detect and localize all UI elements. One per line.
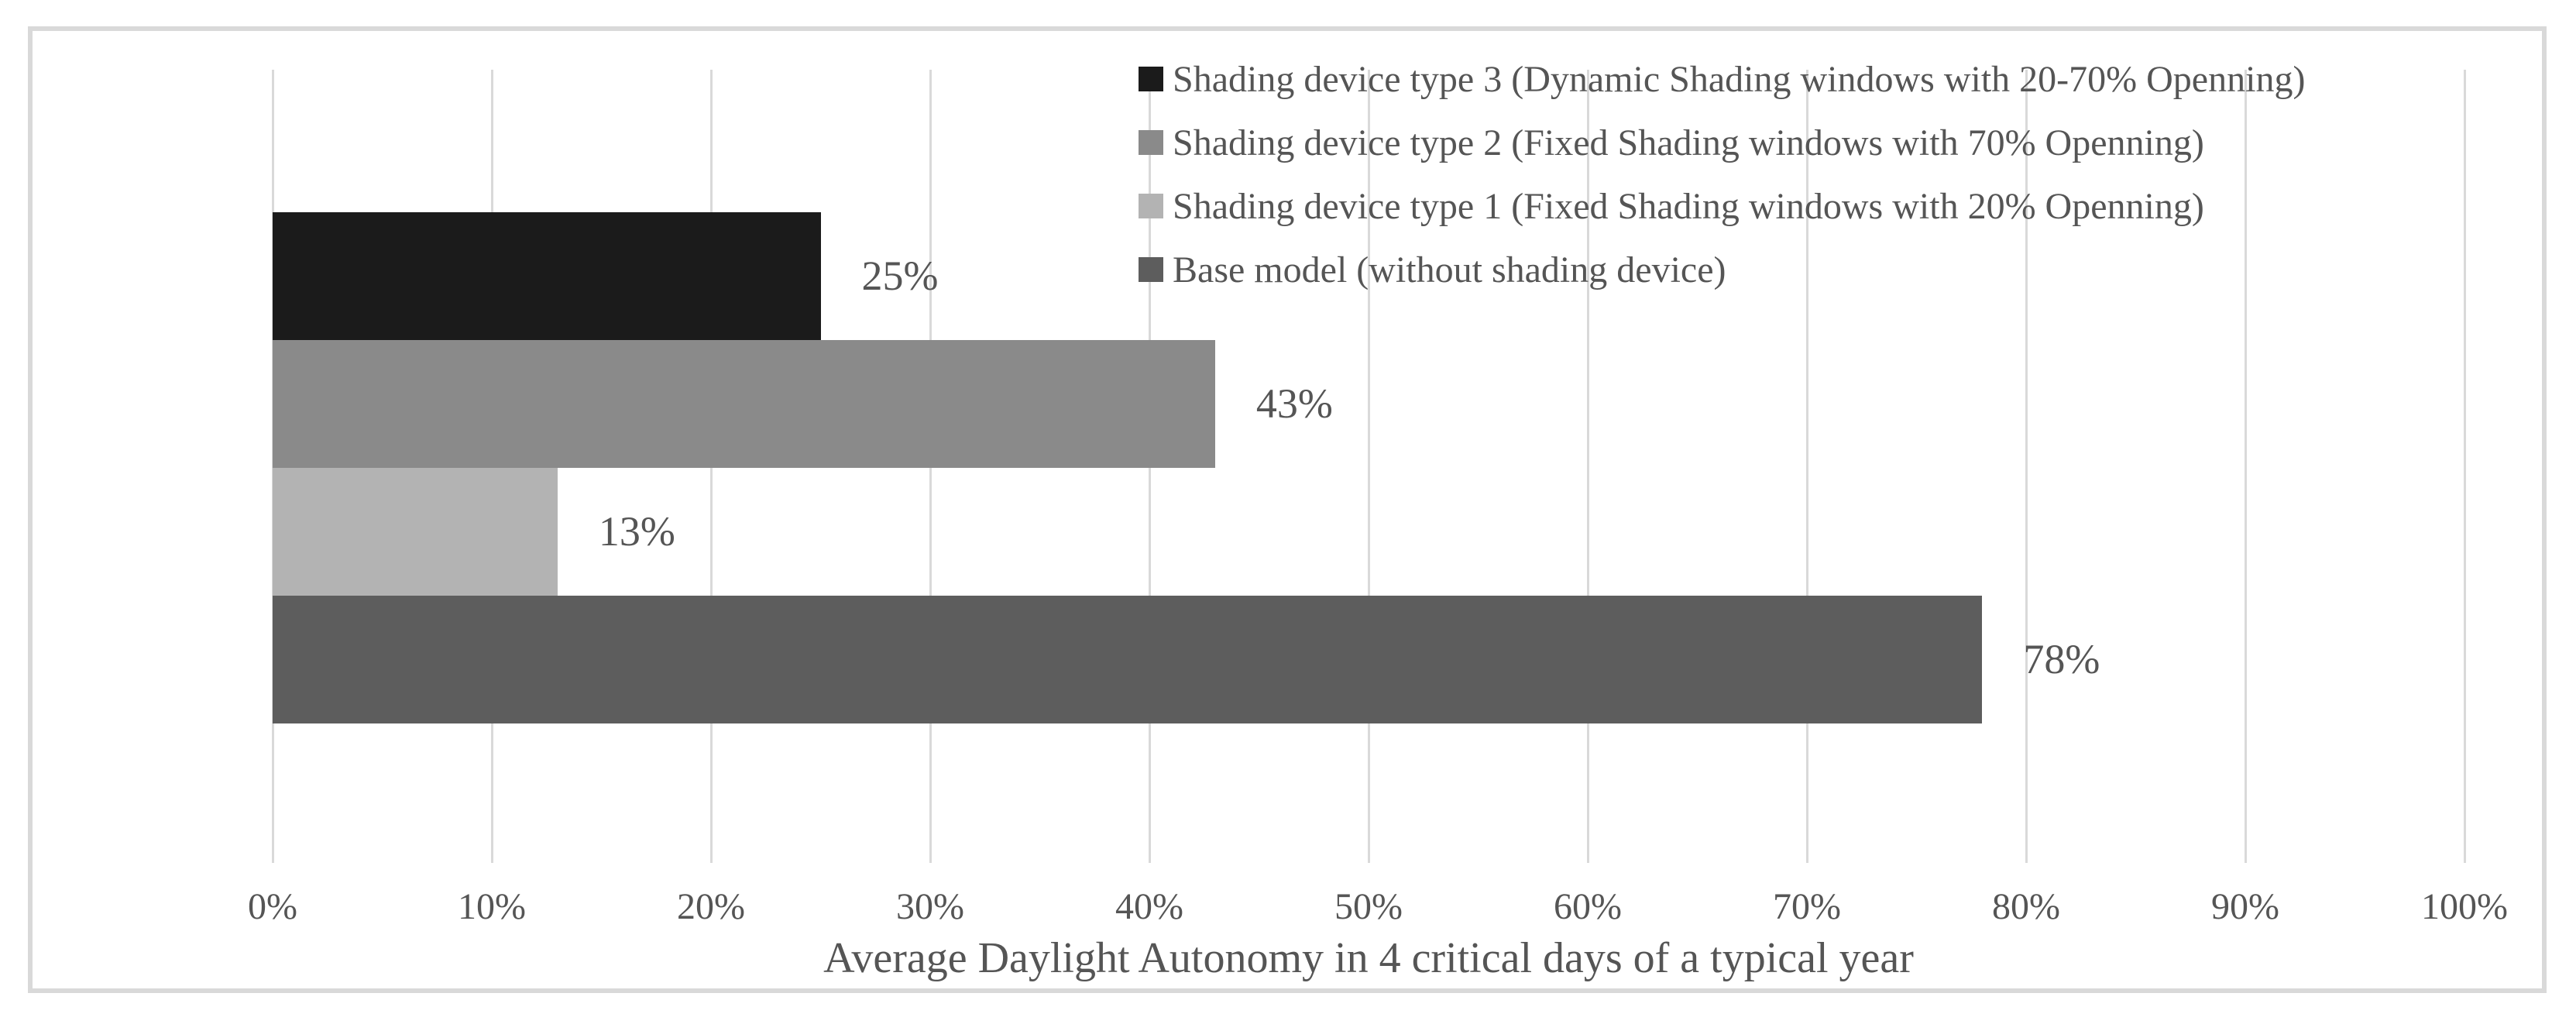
x-tick-label-80%: 80%	[1992, 886, 2060, 927]
legend-label: Shading device type 2 (Fixed Shading win…	[1173, 122, 2204, 163]
bar-3	[273, 468, 558, 596]
x-tick-label-40%: 40%	[1115, 886, 1183, 927]
legend-swatch-icon	[1139, 194, 1163, 218]
legend-item-1: Shading device type 3 (Dynamic Shading w…	[1139, 47, 2305, 111]
x-tick-label-90%: 90%	[2211, 886, 2279, 927]
legend-swatch-icon	[1139, 67, 1163, 91]
bar-value-label-3: 13%	[598, 507, 675, 555]
legend-label: Shading device type 3 (Dynamic Shading w…	[1173, 58, 2306, 100]
legend-swatch-icon	[1139, 257, 1163, 282]
x-tick-label-30%: 30%	[896, 886, 964, 927]
x-tick-label-20%: 20%	[677, 886, 745, 927]
legend-swatch-icon	[1139, 130, 1163, 155]
legend-item-4: Base model (without shading device)	[1139, 238, 2305, 301]
legend-item-2: Shading device type 2 (Fixed Shading win…	[1139, 111, 2305, 174]
gridline-100%	[2463, 70, 2466, 863]
bar-value-label-4: 78%	[2023, 635, 2100, 682]
x-tick-label-0%: 0%	[248, 886, 297, 927]
gridline-90%	[2244, 70, 2247, 863]
gridline-70%	[1805, 70, 1808, 863]
legend: Shading device type 3 (Dynamic Shading w…	[1139, 47, 2305, 301]
x-tick-label-70%: 70%	[1773, 886, 1841, 927]
bar-4	[273, 596, 1983, 723]
bar-1	[273, 212, 821, 340]
x-tick-label-10%: 10%	[458, 886, 526, 927]
legend-item-3: Shading device type 1 (Fixed Shading win…	[1139, 174, 2305, 238]
bar-value-label-2: 43%	[1255, 380, 1333, 427]
x-tick-label-100%: 100%	[2421, 886, 2508, 927]
gridline-60%	[1586, 70, 1589, 863]
legend-label: Shading device type 1 (Fixed Shading win…	[1173, 185, 2204, 227]
x-tick-label-60%: 60%	[1554, 886, 1622, 927]
bar-value-label-1: 25%	[861, 252, 939, 299]
x-tick-label-50%: 50%	[1334, 886, 1403, 927]
bar-2	[273, 340, 1215, 468]
x-axis-title: Average Daylight Autonomy in 4 critical …	[823, 934, 1914, 982]
gridline-80%	[2025, 70, 2028, 863]
gridline-50%	[1367, 70, 1370, 863]
legend-label: Base model (without shading device)	[1173, 249, 1726, 290]
